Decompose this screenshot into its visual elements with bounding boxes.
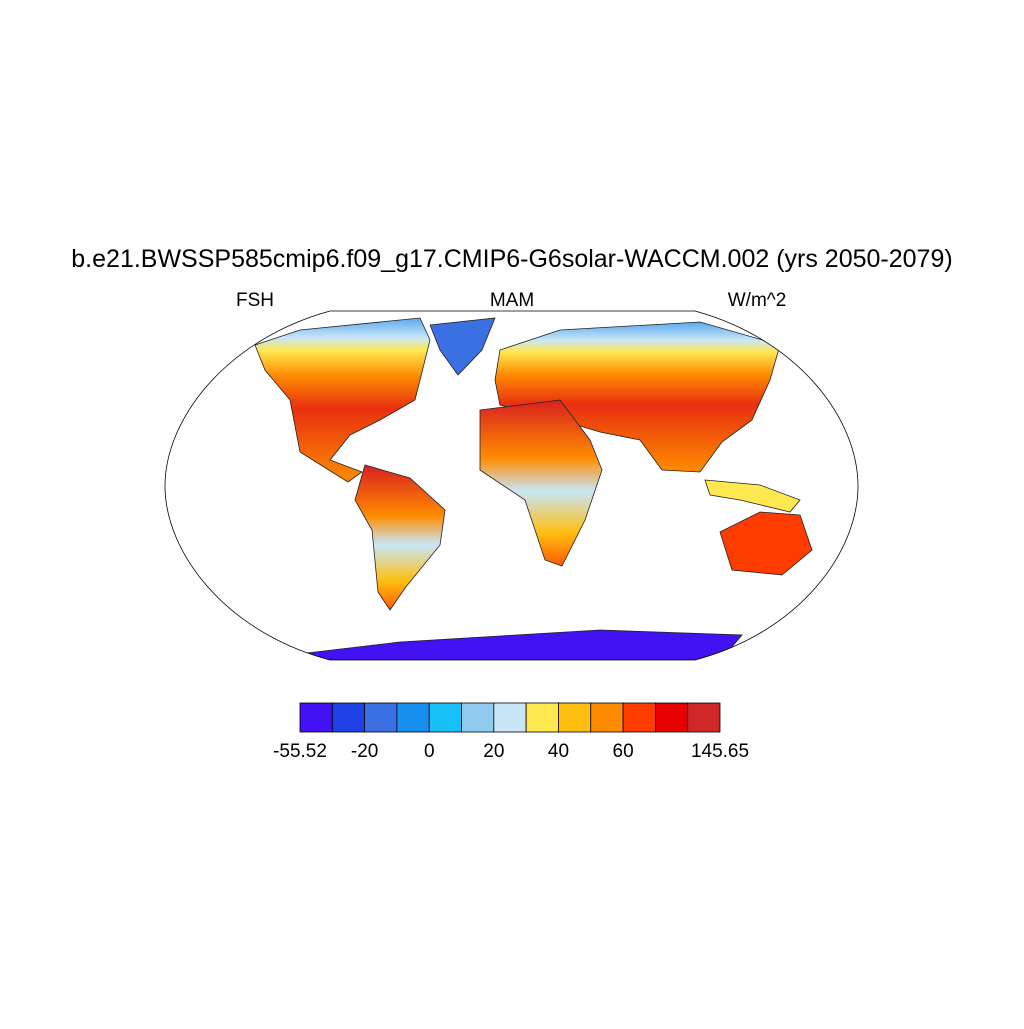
colorbar-box: [299, 702, 333, 733]
colorbar-box: [331, 702, 366, 733]
colorbar-box: [461, 702, 495, 733]
colorbar-box: [525, 702, 559, 733]
title: b.e21.BWSSP585cmip6.f09_g17.CMIP6-G6sola…: [71, 245, 952, 273]
colorbar-label: 60: [613, 741, 634, 762]
south-america: [354, 464, 446, 611]
australia: [719, 511, 813, 576]
colorbar-box: [493, 702, 527, 733]
maritime-asia: [704, 479, 801, 513]
africa: [479, 399, 603, 567]
colorbar-label: 0: [424, 741, 435, 762]
colorbar-box: [687, 702, 721, 733]
center-string: MAM: [490, 290, 534, 311]
left-string: FSH: [236, 290, 274, 311]
north-america: [254, 317, 431, 483]
colorbar-box: [428, 702, 462, 733]
colorbar-label: 40: [548, 741, 569, 762]
colorbar: -55.52 -20 0 20 40 60 145.65: [273, 702, 749, 762]
antarctica: [289, 629, 743, 660]
colorbar-label: -55.52: [273, 741, 327, 762]
colorbar-label: -20: [351, 741, 378, 762]
right-string: W/m^2: [728, 290, 787, 311]
map-outline: [164, 310, 859, 661]
colorbar-label: 20: [483, 741, 504, 762]
colorbar-box: [364, 702, 398, 733]
colorbar-box: [654, 702, 689, 733]
colorbar-box: [558, 702, 592, 733]
greenland: [429, 317, 496, 376]
colorbar-box: [396, 702, 430, 733]
map-land: [254, 317, 813, 660]
colorbar-box: [622, 702, 656, 733]
colorbar-box: [590, 702, 624, 733]
colorbar-label: 145.65: [691, 741, 749, 762]
